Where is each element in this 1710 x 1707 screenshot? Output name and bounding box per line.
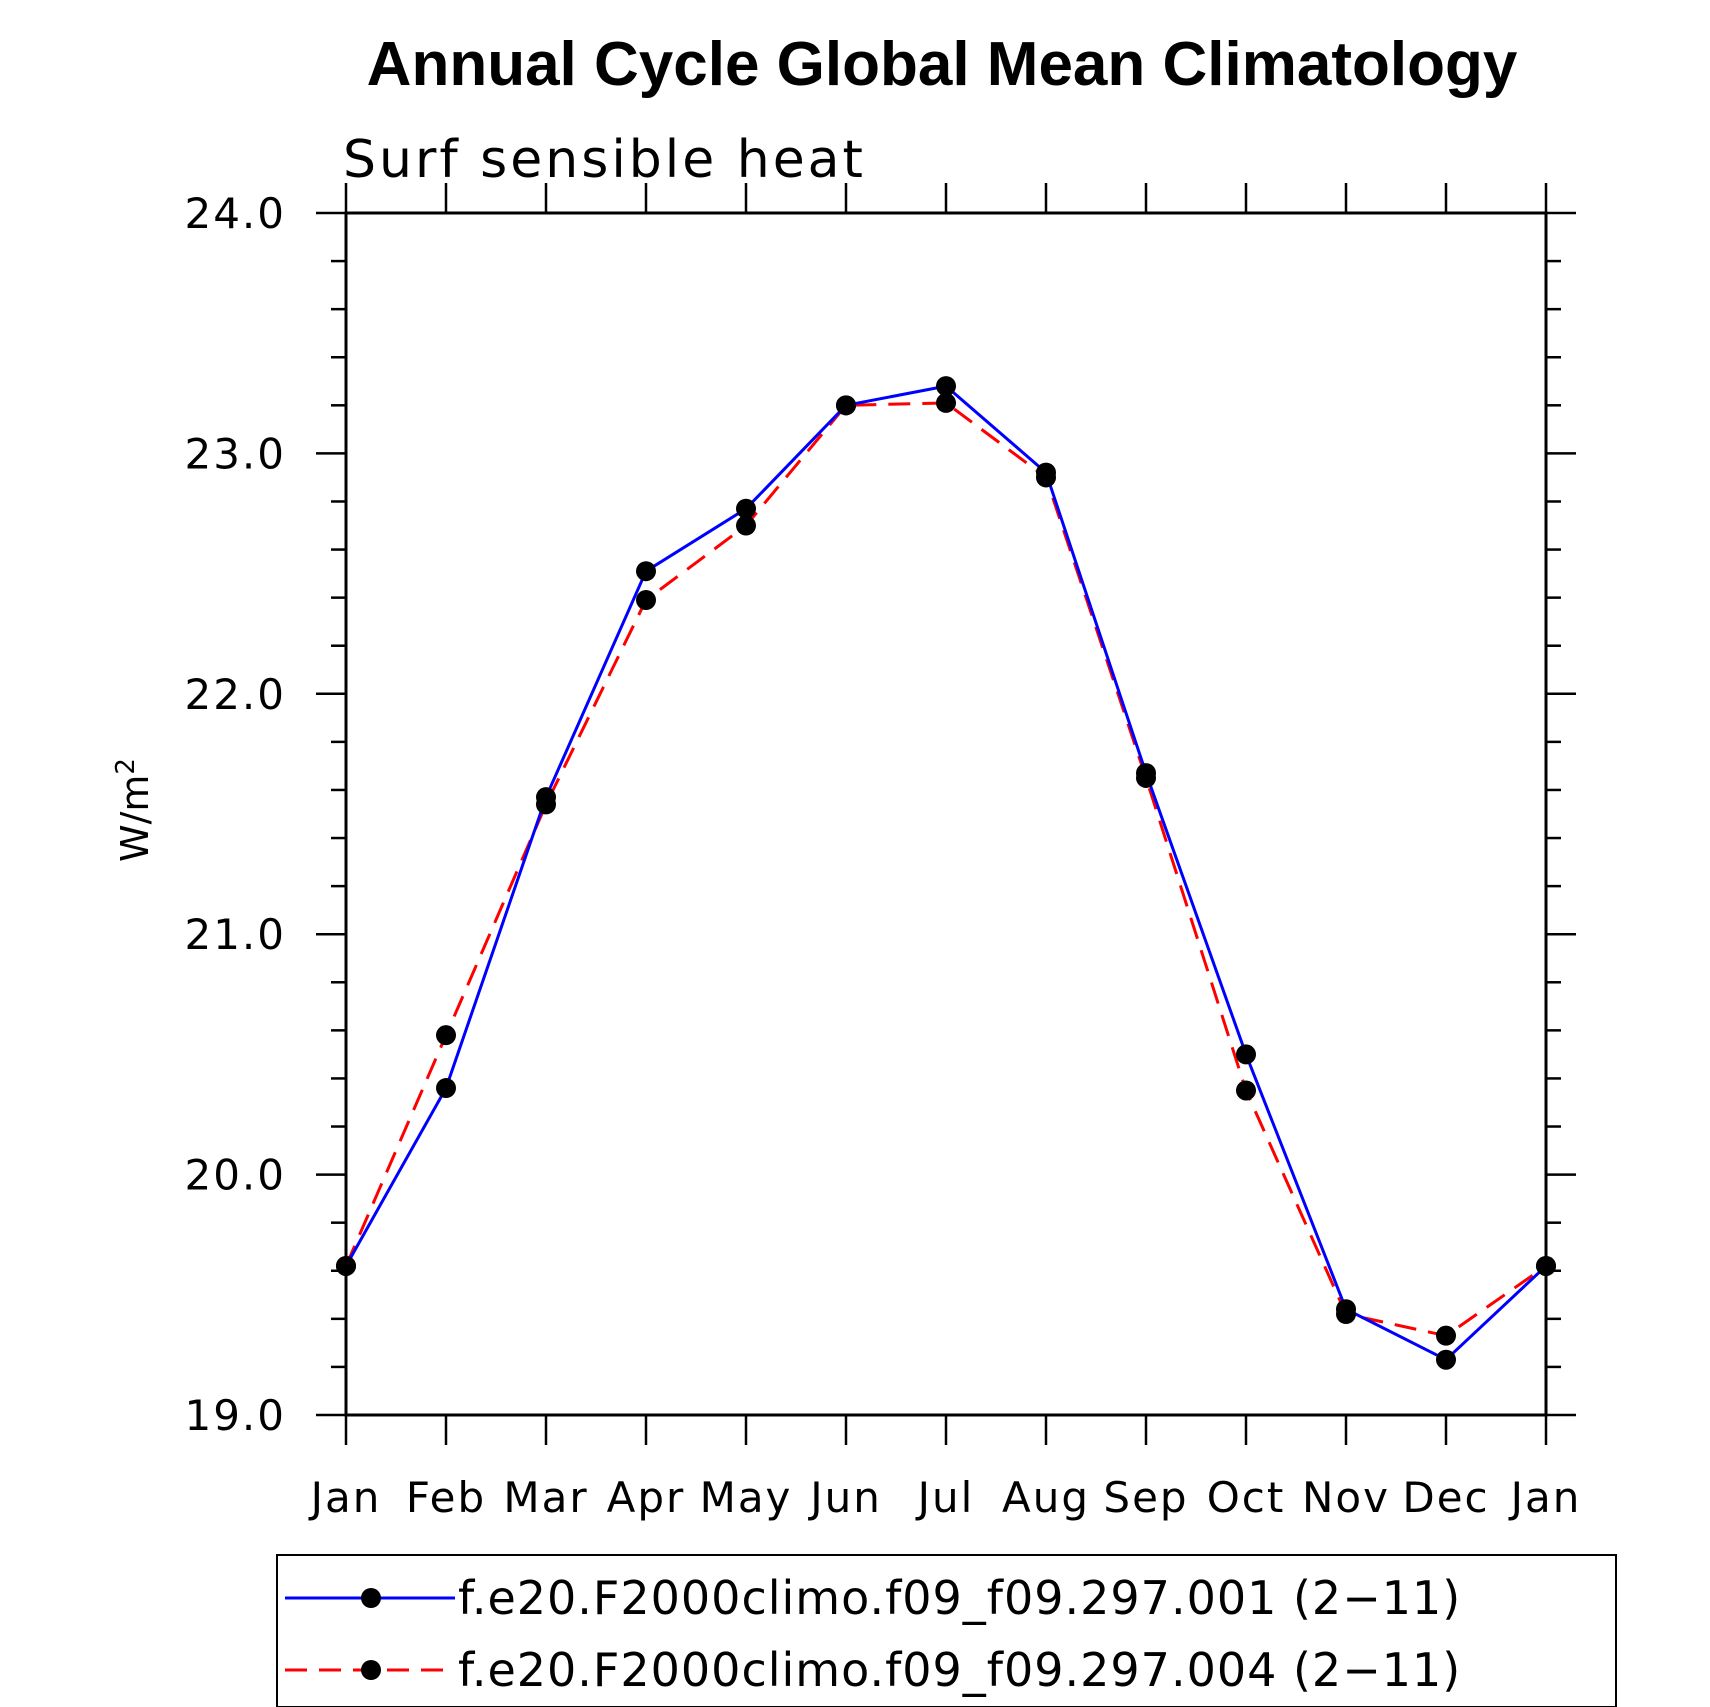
series-2-point <box>1536 1255 1556 1276</box>
series-line-2 <box>344 401 1547 1338</box>
series-1-point <box>436 1078 456 1099</box>
series-2-point <box>336 1255 356 1276</box>
series-1-point <box>736 498 756 519</box>
legend-box <box>276 1554 1617 1707</box>
x-tick-label: Oct <box>1207 1473 1286 1522</box>
series-line-1 <box>344 384 1548 1362</box>
legend-marker-series-1 <box>361 1588 381 1608</box>
y-tick-label: 19.0 <box>184 1391 286 1440</box>
series-1-point <box>936 376 956 397</box>
series-2-point <box>636 590 656 611</box>
legend-marker-series-2 <box>361 1660 381 1680</box>
x-tick-label: Jun <box>807 1473 882 1522</box>
series-2-point <box>836 395 856 416</box>
series-2-point <box>1236 1080 1256 1101</box>
x-tick-label: Mar <box>503 1473 588 1522</box>
series-2-point <box>736 515 756 536</box>
x-tick-label: Jan <box>1508 1473 1582 1522</box>
y-tick-label: 23.0 <box>184 429 286 478</box>
x-tick-label: Aug <box>1002 1473 1090 1522</box>
x-tick-label: May <box>700 1473 793 1522</box>
series-2-point <box>936 392 956 413</box>
y-tick-label: 24.0 <box>184 189 286 238</box>
series-1-point <box>1236 1044 1256 1065</box>
y-tick-label: 22.0 <box>184 670 286 719</box>
x-tick-label: Nov <box>1302 1473 1390 1522</box>
series-layer <box>336 376 1556 1370</box>
series-2-point <box>1036 467 1056 488</box>
series-2-point <box>1136 767 1156 788</box>
series-2-point <box>436 1025 456 1046</box>
y-tick-label: 20.0 <box>184 1151 286 1200</box>
y-axis-label-base: W/m <box>113 775 157 862</box>
x-tick-label: Jan <box>308 1473 382 1522</box>
legend: f.e20.F2000climo.f09_f09.297.001 (2−11) … <box>276 1554 1617 1707</box>
chart-subtitle: Surf sensible heat <box>343 130 866 190</box>
chart-title: Annual Cycle Global Mean Climatology <box>367 30 1518 99</box>
legend-label-series-2: f.e20.F2000climo.f09_f09.297.004 (2−11) <box>458 1643 1461 1697</box>
legend-label-series-1: f.e20.F2000climo.f09_f09.297.001 (2−11) <box>458 1571 1461 1625</box>
series-2-point <box>1436 1325 1456 1346</box>
series-1-point <box>1436 1349 1456 1370</box>
series-2-point <box>536 794 556 815</box>
x-tick-label: Jul <box>915 1473 975 1522</box>
x-axis-ticks: Jan Feb Mar Apr May Jun Jul Aug Sep Oct Nov Dec Jan <box>308 183 1582 1522</box>
x-tick-label: Apr <box>607 1473 686 1522</box>
y-axis-label: W/m2 <box>111 758 157 862</box>
x-tick-label: Feb <box>406 1473 486 1522</box>
x-tick-label: Dec <box>1402 1473 1489 1522</box>
y-tick-label: 21.0 <box>184 910 286 959</box>
y-axis-ticks: 19.0 20.0 21.0 22.0 23.0 24.0 <box>184 189 1576 1440</box>
series-2-point <box>1336 1304 1356 1325</box>
x-tick-label: Sep <box>1103 1473 1188 1522</box>
series-1-point <box>636 561 656 582</box>
y-axis-label-superscript: 2 <box>111 758 141 775</box>
